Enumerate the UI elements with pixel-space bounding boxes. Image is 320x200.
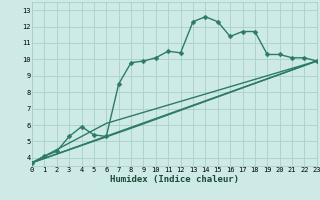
X-axis label: Humidex (Indice chaleur): Humidex (Indice chaleur)	[110, 175, 239, 184]
